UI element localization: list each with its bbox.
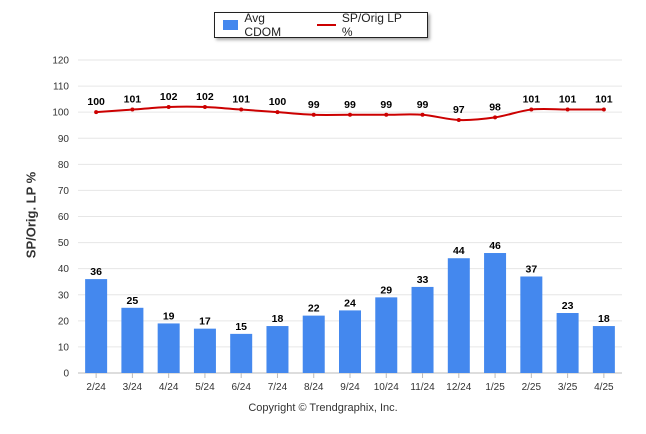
- line-point: [202, 104, 207, 109]
- legend-item-avg-cdom[interactable]: Avg CDOM: [223, 11, 303, 39]
- line-point: [456, 117, 461, 122]
- y-tick-label: 90: [58, 134, 70, 145]
- bar-data-label: 29: [380, 284, 392, 296]
- y-tick-label: 100: [52, 108, 69, 119]
- bar-data-label: 37: [525, 263, 537, 275]
- line-data-label: 98: [489, 101, 501, 113]
- x-tick-label: 3/25: [558, 382, 578, 393]
- line-point: [529, 107, 534, 112]
- line-point: [94, 110, 99, 115]
- bar: [484, 253, 507, 373]
- x-tick-label: 10/24: [374, 382, 399, 393]
- bar: [556, 313, 579, 373]
- y-tick-label: 80: [58, 160, 70, 171]
- line-data-label: 99: [417, 99, 429, 111]
- legend: Avg CDOM SP/Orig LP %: [214, 11, 428, 39]
- x-tick-label: 12/24: [446, 382, 471, 393]
- y-tick-label: 10: [58, 342, 70, 353]
- line-data-label: 99: [344, 99, 356, 111]
- line-point: [384, 112, 389, 117]
- x-tick-label: 1/25: [485, 382, 505, 393]
- line-point: [166, 104, 171, 109]
- bar-data-label: 25: [127, 295, 139, 307]
- line-data-label: 100: [269, 96, 287, 108]
- bar-data-label: 18: [598, 313, 610, 325]
- x-tick-label: 8/24: [304, 382, 324, 393]
- line-point: [420, 112, 425, 117]
- y-tick-label: 60: [58, 212, 70, 223]
- legend-swatch-bar: [223, 20, 239, 30]
- bar: [411, 286, 434, 373]
- bar-data-label: 15: [235, 321, 247, 333]
- legend-swatch-line: [316, 24, 336, 26]
- y-tick-label: 20: [58, 316, 70, 327]
- y-axis-label: SP/Orig. LP %: [23, 171, 39, 259]
- line-data-label: 100: [87, 96, 105, 108]
- line-point: [239, 107, 244, 112]
- bar: [193, 328, 216, 373]
- line-point: [348, 112, 352, 117]
- line-point: [493, 115, 498, 120]
- x-tick-label: 2/24: [86, 382, 106, 393]
- line-data-label: 99: [308, 99, 320, 111]
- x-tick-label: 4/25: [594, 382, 614, 393]
- x-tick-label: 9/24: [340, 382, 360, 393]
- bar: [266, 326, 289, 373]
- line-point: [601, 107, 606, 112]
- bar-data-label: 18: [272, 313, 284, 325]
- bar: [302, 315, 325, 373]
- legend-item-sp-orig-lp[interactable]: SP/Orig LP %: [316, 11, 413, 39]
- x-tick-label: 6/24: [231, 382, 251, 393]
- line-data-label: 101: [559, 94, 577, 106]
- bar-data-label: 19: [163, 310, 175, 322]
- x-tick-label: 4/24: [159, 382, 179, 393]
- copyright-footer: Copyright © Trendgraphix, Inc.: [248, 402, 398, 414]
- line-data-label: 102: [196, 91, 214, 103]
- line-data-label: 101: [523, 94, 541, 106]
- x-tick-label: 5/24: [195, 382, 215, 393]
- x-tick-label: 3/24: [123, 382, 143, 393]
- bar: [157, 323, 180, 373]
- bar: [375, 297, 398, 373]
- line-data-label: 102: [160, 91, 178, 103]
- bar: [230, 333, 253, 373]
- legend-label-avg-cdom: Avg CDOM: [244, 11, 282, 39]
- bar-data-label: 24: [344, 297, 356, 309]
- y-tick-label: 120: [52, 56, 69, 67]
- bar-data-label: 22: [308, 303, 320, 315]
- y-tick-label: 70: [58, 186, 70, 197]
- bar: [339, 310, 361, 373]
- bar-data-label: 17: [199, 316, 211, 328]
- line-point: [275, 110, 280, 115]
- bar-data-label: 33: [417, 274, 429, 286]
- line-data-label: 101: [124, 94, 142, 106]
- x-tick-label: 2/25: [522, 382, 542, 393]
- line-point: [565, 107, 570, 112]
- legend-label-sp-orig-lp: SP/Orig LP %: [341, 11, 402, 39]
- y-tick-label: 30: [58, 290, 70, 301]
- bar-data-label: 44: [453, 245, 465, 257]
- y-tick-label: 0: [63, 369, 69, 380]
- line-point: [311, 112, 316, 117]
- y-tick-label: 50: [58, 238, 70, 249]
- bar: [447, 258, 470, 373]
- line-data-label: 97: [453, 104, 465, 116]
- bar: [520, 276, 543, 373]
- bar-data-label: 36: [90, 266, 102, 278]
- bar: [592, 326, 615, 373]
- line-data-label: 101: [232, 94, 250, 106]
- bar: [85, 279, 108, 373]
- y-tick-label: 110: [53, 82, 69, 93]
- bar-data-label: 23: [562, 300, 574, 312]
- line-data-label: 101: [595, 94, 613, 106]
- y-tick-label: 40: [58, 264, 70, 275]
- x-tick-label: 7/24: [268, 382, 288, 393]
- line-data-label: 99: [380, 99, 392, 111]
- bar: [121, 307, 144, 373]
- bar-data-label: 46: [489, 240, 501, 252]
- x-tick-label: 11/24: [410, 382, 435, 393]
- line-point: [130, 107, 135, 112]
